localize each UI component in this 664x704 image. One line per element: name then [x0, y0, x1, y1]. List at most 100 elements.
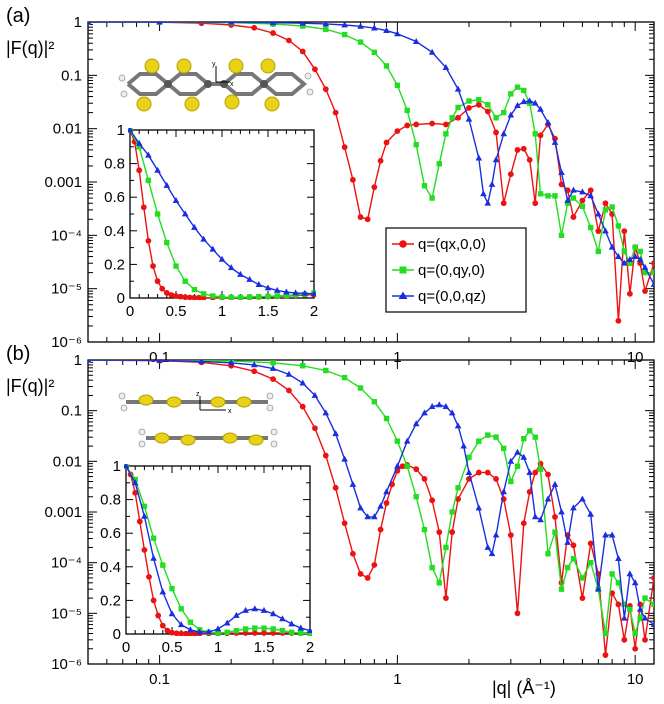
data-point: [421, 476, 428, 482]
data-point: [485, 102, 491, 108]
data-point: [587, 559, 594, 566]
data-point: [631, 252, 639, 259]
data-point: [269, 364, 277, 371]
data-point: [615, 317, 622, 324]
data-point: [443, 121, 449, 128]
panel-b-ticks: [87, 359, 654, 665]
data-point: [621, 601, 627, 608]
inset-data-point: [261, 630, 267, 636]
data-point: [404, 463, 410, 469]
inset-series-triangle: [124, 464, 312, 635]
inset-data-point: [141, 547, 148, 553]
inset-data-point: [218, 255, 226, 262]
data-point: [595, 248, 602, 255]
inset-y-tick-label: 0.8: [100, 492, 121, 509]
data-point: [627, 260, 633, 266]
data-point: [620, 614, 628, 621]
data-point: [251, 368, 258, 375]
panel-b-ylabel: |F(q)|²: [6, 376, 54, 396]
panel-b-inset-x-tick-labels: 0 0.5 1 1.5 2: [122, 639, 314, 656]
molecule-b-axis-x: x: [228, 408, 232, 415]
inset-data-point: [270, 626, 276, 632]
data-point: [443, 131, 449, 137]
data-point: [537, 132, 544, 139]
inset-data-point: [131, 479, 139, 486]
panel-b: (b) |F(q)|² 1 0.1 0.01 0.001 10⁻⁴ 10⁻⁵ 10⁻⁶ 0.…: [6, 343, 655, 698]
panel-b-inset-y-tick-labels: 0 0.2 0.4 0.6 0.8 1: [100, 458, 121, 643]
y-tick-label: 10⁻⁵: [51, 605, 82, 622]
panel-a-x-tick-labels: 0.1 1 10: [149, 349, 643, 366]
data-point: [587, 510, 594, 517]
data-point: [595, 585, 602, 592]
data-point: [526, 156, 533, 163]
data-point: [357, 571, 364, 577]
data-point: [198, 360, 205, 364]
inset-data-point: [210, 293, 216, 299]
data-point: [507, 171, 514, 178]
inset-data-point: [292, 289, 299, 296]
data-point: [286, 387, 292, 394]
data-point: [650, 280, 654, 287]
data-point: [532, 469, 539, 476]
data-point: [442, 63, 450, 70]
inset-data-point: [251, 630, 258, 636]
data-point: [428, 403, 436, 410]
data-point: [642, 269, 648, 276]
data-point: [349, 550, 356, 557]
inset-data-point: [288, 620, 295, 627]
data-point: [322, 22, 330, 27]
data-point: [627, 606, 633, 613]
data-point: [544, 118, 552, 125]
data-point: [641, 614, 649, 621]
data-point: [332, 109, 339, 116]
data-point: [413, 142, 419, 148]
data-point: [532, 200, 539, 207]
data-point: [466, 454, 472, 461]
inset-data-point: [297, 624, 305, 631]
data-point: [341, 22, 348, 28]
inset-data-point: [136, 144, 142, 150]
inset-data-point: [182, 278, 188, 284]
data-point: [357, 504, 364, 511]
inset-data-point: [261, 625, 267, 631]
inset-data-point: [306, 627, 312, 634]
inset-data-point: [237, 270, 244, 277]
panel-a-series: [88, 22, 654, 324]
data-point: [377, 502, 384, 509]
inset-data-point: [301, 289, 309, 296]
series-line: [88, 22, 654, 321]
legend-label-qx: q=(qx,0,0): [418, 236, 486, 253]
data-point: [299, 403, 306, 410]
data-point: [642, 288, 648, 295]
inset-data-point: [173, 263, 179, 269]
data-point: [587, 187, 594, 194]
inset-data-point: [307, 630, 312, 636]
inset-data-point: [196, 294, 202, 300]
inset-data-point: [154, 278, 161, 285]
data-point: [442, 403, 450, 410]
molecule-a-axis-y: y: [212, 61, 216, 68]
data-point: [443, 544, 449, 551]
inset-data-point: [242, 606, 249, 613]
data-point: [531, 513, 539, 520]
inset-data-point: [233, 627, 240, 634]
inset-data-point: [260, 606, 268, 613]
data-point: [545, 193, 551, 199]
inset-data-point: [169, 629, 175, 636]
data-point: [636, 605, 644, 612]
inset-data-point: [209, 245, 217, 252]
data-point: [428, 48, 436, 55]
data-point: [651, 575, 654, 581]
data-point: [383, 63, 390, 69]
data-point: [500, 200, 507, 207]
inset-data-point: [186, 294, 193, 300]
inset-data-point: [288, 629, 295, 636]
data-point: [88, 360, 92, 363]
data-point: [551, 480, 559, 487]
inset-data-point: [269, 610, 277, 617]
data-point: [299, 379, 307, 386]
data-point: [404, 107, 410, 114]
data-point: [270, 30, 276, 36]
data-point: [620, 259, 628, 266]
inset-y-tick-label: 0.6: [100, 525, 121, 542]
